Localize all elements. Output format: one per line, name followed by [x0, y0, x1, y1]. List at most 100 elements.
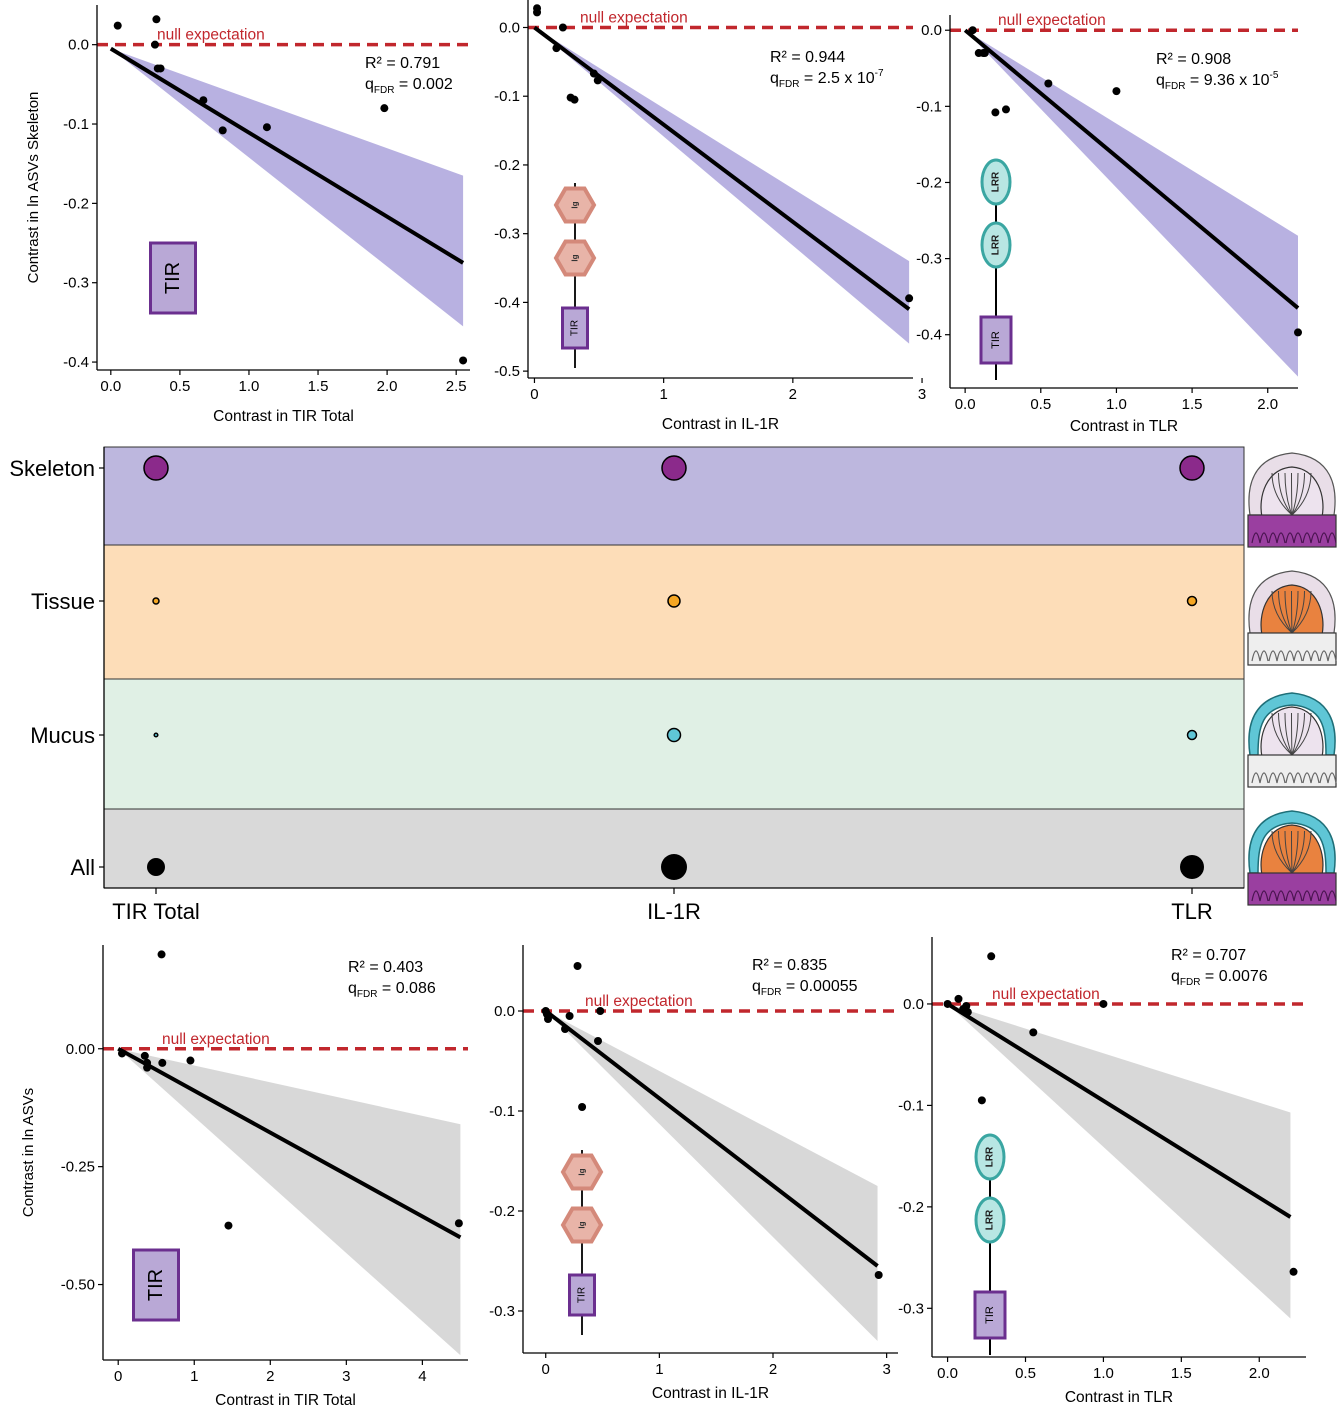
tir-label: TIR — [162, 262, 184, 294]
row-label: Skeleton — [9, 456, 95, 481]
data-point — [380, 104, 389, 113]
bubble-point — [1180, 855, 1204, 879]
data-point — [113, 21, 122, 30]
data-point — [158, 1058, 167, 1067]
coral-all-illustration — [1247, 810, 1337, 906]
r2-prefix: R² = — [365, 55, 400, 72]
r2-stat: R² = 0.908 — [1156, 51, 1231, 68]
q-subscript: FDR — [779, 79, 800, 90]
x-tick-label: 0.0 — [100, 378, 121, 395]
skeleton-texture — [1251, 650, 1269, 662]
tir-box — [132, 1248, 180, 1322]
x-tick-label: 0 — [542, 1361, 550, 1378]
skeleton-texture — [1319, 772, 1337, 784]
skeleton-texture — [1302, 532, 1320, 544]
lrr-domain-icon: LRR — [980, 221, 1012, 269]
y-tick-label: -0.4 — [916, 327, 942, 344]
y-tick-label: -0.3 — [63, 275, 89, 292]
x-tick-label: 2.0 — [377, 378, 398, 395]
q-stat: qFDR = 0.086 — [348, 980, 436, 1000]
x-axis-label: Contrast in TIR Total — [213, 408, 354, 425]
data-point — [593, 76, 602, 85]
regression-line — [544, 1009, 879, 1268]
q-stat: qFDR = 0.00055 — [752, 978, 858, 998]
ig-hexagon — [560, 1153, 604, 1191]
q-equals: = — [377, 980, 395, 997]
polyp-line — [1291, 472, 1293, 516]
skeleton-base — [1247, 632, 1337, 666]
null-expectation-label: null expectation — [162, 1031, 270, 1048]
q-stat: qFDR = 0.002 — [365, 76, 453, 96]
x-axis-label: Contrast in TIR Total — [215, 1392, 356, 1409]
skeleton-texture — [1268, 532, 1286, 544]
q-stat: qFDR = 9.36 x 10-5 — [1156, 70, 1279, 92]
polyp-line — [1291, 712, 1293, 756]
tir-label: TIR — [145, 1269, 167, 1301]
polyp-line — [1284, 712, 1293, 756]
y-tick-label: -0.2 — [63, 195, 89, 212]
y-tick-label: -0.25 — [61, 1159, 95, 1176]
y-tick-label: -0.3 — [916, 251, 942, 268]
lrr-domain-icon: LRR — [974, 1133, 1006, 1181]
data-point — [156, 64, 165, 73]
data-point — [262, 123, 271, 132]
regression-line — [117, 1046, 462, 1240]
polyp-line — [1291, 590, 1299, 634]
x-tick-label: 0.5 — [1030, 396, 1051, 413]
y-tick-label: -0.5 — [494, 363, 520, 380]
skeleton-texture — [1251, 532, 1269, 544]
data-point — [118, 1049, 127, 1058]
data-point — [980, 49, 989, 58]
panel-top-il1r: null expectation 0 1 2 3 0.0 -0.1 -0.2 -0.3 -0.4 -… — [494, 0, 926, 433]
data-point — [570, 95, 579, 104]
regression-line — [963, 28, 1300, 310]
confidence-band — [534, 27, 910, 344]
data-point — [943, 999, 952, 1008]
q-exponent: -7 — [875, 68, 884, 79]
lrr-domain-icon: LRR — [974, 1196, 1006, 1244]
data-point — [1289, 1267, 1298, 1276]
skeleton-texture — [1302, 772, 1320, 784]
confidence-band — [110, 48, 464, 327]
row-label: Mucus — [30, 723, 95, 748]
skeleton-base — [1247, 514, 1337, 548]
bubble-point — [153, 732, 159, 738]
x-tick-label: 1 — [655, 1361, 663, 1378]
bubble-point — [1186, 729, 1198, 741]
r2-prefix: R² = — [1171, 947, 1206, 964]
r2-stat: R² = 0.707 — [1171, 947, 1246, 964]
ig-label: Ig — [578, 1221, 587, 1228]
polyp-line — [1291, 830, 1305, 874]
data-point — [186, 1056, 195, 1065]
data-point — [218, 126, 227, 135]
r2-stat: R² = 0.791 — [365, 55, 440, 72]
ig-hexagon — [553, 186, 597, 224]
lrr-label: LRR — [991, 171, 1002, 192]
polyp-line — [1291, 472, 1305, 516]
tir-label: TIR — [990, 331, 1002, 349]
q-stat: qFDR = 2.5 x 10-7 — [770, 68, 884, 90]
x-tick-label: 1.0 — [1106, 396, 1127, 413]
tir-box — [561, 306, 589, 350]
skeleton-texture — [1319, 532, 1337, 544]
panel-bubble-matrix: Skeleton Tissue Mucus All TIR Total IL-1R TLR — [9, 446, 1337, 924]
data-point — [224, 1221, 233, 1230]
data-point — [963, 1008, 972, 1017]
r2-stat: R² = 0.835 — [752, 957, 827, 974]
ig-domain-icon: Ig — [553, 239, 597, 277]
x-tick-label: 2 — [789, 386, 797, 403]
lrr-ellipse — [980, 158, 1012, 206]
r2-value: 0.908 — [1191, 51, 1231, 68]
data-point — [544, 1015, 552, 1023]
polyp-line — [1291, 590, 1312, 634]
x-tick-label: 2.0 — [1257, 396, 1278, 413]
panel-bottom-tlr: null expectation 0.0 0.5 1.0 1.5 2.0 0.0 -0.1 -0… — [898, 937, 1306, 1406]
q-subscript: FDR — [1180, 977, 1201, 988]
skeleton-base — [1247, 754, 1337, 788]
polyp-line — [1278, 712, 1293, 756]
null-expectation-label: null expectation — [157, 27, 265, 44]
r2-value: 0.944 — [805, 49, 845, 66]
data-point — [1001, 105, 1010, 114]
y-tick-label: -0.2 — [898, 1199, 924, 1216]
